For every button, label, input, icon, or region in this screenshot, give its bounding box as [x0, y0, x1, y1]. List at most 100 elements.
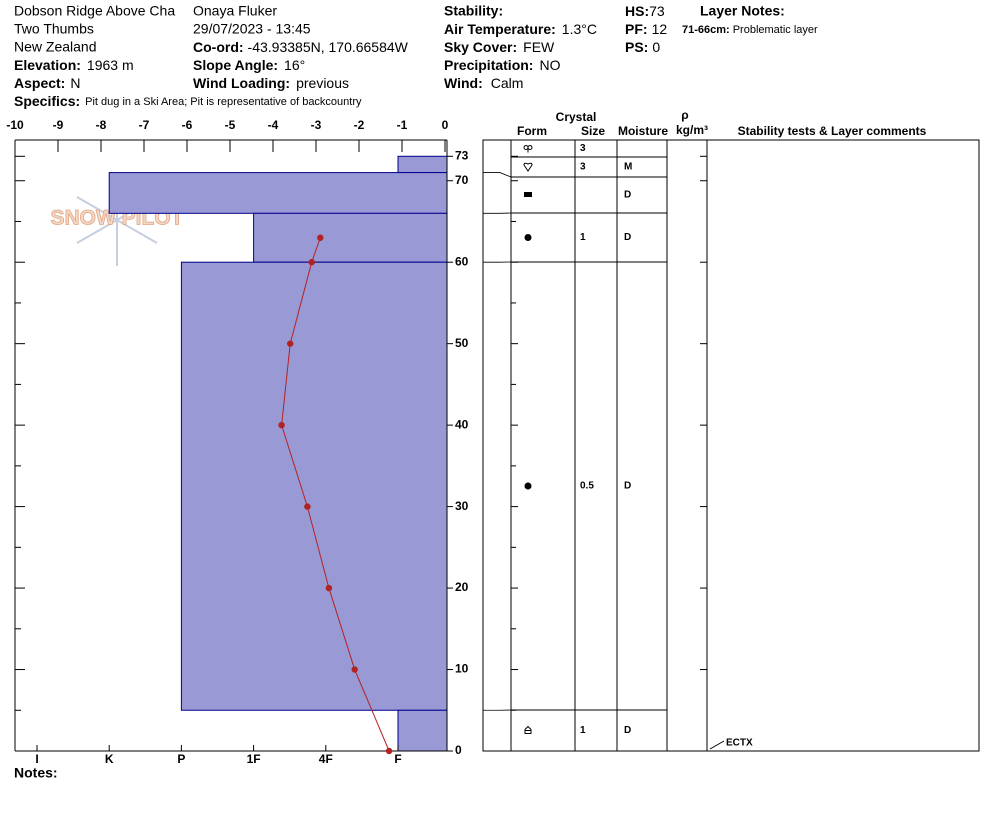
temperature-point	[278, 421, 285, 429]
col-header: ρ	[681, 108, 688, 122]
form-icon	[524, 192, 532, 197]
notes: Notes:	[14, 765, 58, 781]
wind: Wind: Calm	[444, 75, 523, 91]
x-tick-label: -4	[268, 118, 279, 132]
label: Specifics:	[14, 93, 80, 109]
value: Calm	[491, 75, 524, 91]
x-tick-label: -5	[225, 118, 236, 132]
moisture: D	[624, 232, 631, 243]
pf: PF: 12	[625, 21, 667, 37]
x-tick-label: -3	[311, 118, 322, 132]
label: Wind:	[444, 75, 483, 91]
profile-plot	[108, 155, 448, 752]
form-icon	[524, 482, 532, 490]
crystal-size: 1	[580, 725, 586, 736]
note: Problematic layer	[733, 24, 818, 36]
y-tick-label: 50	[455, 336, 469, 350]
moisture: M	[624, 162, 632, 173]
temperature-point	[351, 666, 358, 673]
layer-notes-title: Layer Notes:	[700, 3, 785, 19]
crystal-size: 3	[580, 143, 586, 154]
test-leader	[709, 740, 725, 750]
y-tick-label: 40	[455, 417, 469, 431]
label: Elevation:	[14, 57, 81, 73]
region: Two Thumbs	[14, 21, 94, 37]
temperature-point	[325, 584, 333, 592]
form-icon	[524, 725, 532, 734]
col-header: Size	[581, 124, 605, 138]
specifics: Specifics: Pit dug in a Ski Area; Pit is …	[14, 93, 362, 109]
x-tick-label: -9	[53, 118, 64, 132]
label: PF:	[625, 21, 648, 37]
moisture: D	[624, 190, 631, 201]
form-icon	[523, 162, 533, 172]
elevation: Elevation: 1963 m	[14, 57, 134, 73]
value: NO	[539, 57, 560, 73]
label: Slope Angle:	[193, 57, 278, 73]
col-header: Crystal	[556, 110, 597, 124]
value: 0	[652, 39, 660, 55]
temperature-point	[308, 259, 315, 266]
col-header: Moisture	[618, 124, 668, 138]
layer-connector	[483, 172, 512, 178]
temperature-line	[281, 237, 390, 752]
datetime: 29/07/2023 - 13:45	[193, 21, 311, 37]
y-tick-label: 30	[455, 499, 469, 513]
x-tick-label: -1	[397, 118, 408, 132]
layer-table	[482, 139, 980, 752]
col-header: Stability tests & Layer comments	[738, 124, 927, 138]
hardness-bar	[253, 212, 448, 263]
hardness-bar	[108, 172, 448, 214]
value: 73	[649, 3, 665, 19]
moisture: D	[624, 481, 631, 492]
value: FEW	[523, 39, 555, 55]
x-tick-label: -7	[139, 118, 150, 132]
crystal-size: 3	[580, 162, 586, 173]
layer-note: 71-66cm: Problematic layer	[682, 24, 818, 36]
value: 12	[652, 21, 668, 37]
aspect: Aspect: N	[14, 75, 80, 91]
crystal-size: 0.5	[580, 481, 594, 492]
stability: Stability:	[444, 3, 503, 19]
col-header: Form	[517, 124, 547, 138]
value: Pit dug in a Ski Area; Pit is representa…	[85, 96, 362, 108]
temperature-point	[385, 747, 393, 755]
hardness-label: 1F	[247, 752, 261, 766]
y-tick-label: 0	[455, 743, 462, 757]
label: Aspect:	[14, 75, 65, 91]
label: Air Temperature:	[444, 21, 556, 37]
ps: PS: 0	[625, 39, 660, 55]
hardness-label: K	[105, 752, 114, 766]
hardness-bar	[397, 155, 448, 174]
label: PS:	[625, 39, 648, 55]
hardness-bar	[180, 261, 448, 711]
hardness-bar	[397, 709, 448, 752]
wind-loading: Wind Loading: previous	[193, 75, 349, 91]
form-icon	[524, 234, 532, 241]
hardness-label: P	[177, 752, 185, 766]
air-temp: Air Temperature: 1.3°C	[444, 21, 597, 37]
y-tick-label: 60	[455, 254, 469, 268]
hs: HS:73	[625, 3, 665, 19]
y-tick-label: 20	[455, 580, 469, 594]
x-tick-label: -8	[96, 118, 107, 132]
label: Wind Loading:	[193, 75, 290, 91]
label: Co-ord:	[193, 39, 244, 55]
moisture: D	[624, 725, 631, 736]
temperature-point	[304, 503, 311, 510]
y-tick-label: 70	[455, 173, 469, 187]
form-icon	[527, 145, 533, 150]
x-tick-label: -6	[182, 118, 193, 132]
y-tick-label: 10	[455, 662, 469, 676]
col-header: kg/m³	[676, 123, 708, 137]
hardness-label: 4F	[319, 752, 333, 766]
form-icon	[523, 145, 529, 150]
temperature-point	[317, 234, 324, 241]
y-tick-label: 73	[455, 148, 469, 162]
value: N	[70, 75, 80, 91]
sky-cover: Sky Cover: FEW	[444, 39, 555, 55]
stability-test: ECTX	[726, 738, 753, 749]
slope: Slope Angle: 16°	[193, 57, 305, 73]
location: Dobson Ridge Above Cha	[14, 3, 175, 19]
